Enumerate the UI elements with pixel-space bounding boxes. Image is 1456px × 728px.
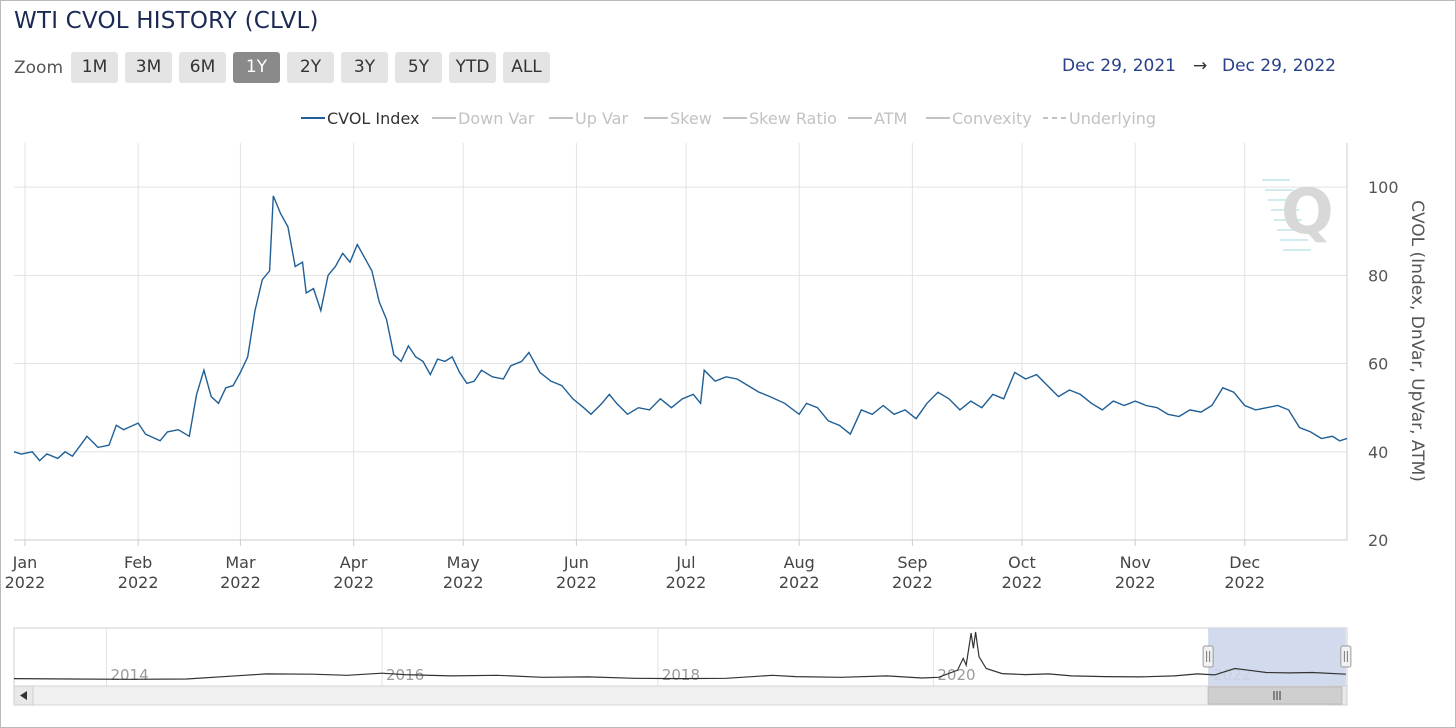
x-tick-month: May	[447, 553, 480, 572]
x-tick-year: 2022	[333, 573, 374, 592]
scrollbar-track	[13, 685, 1348, 706]
x-tick-month: Feb	[124, 553, 152, 572]
x-tick-year: 2022	[1002, 573, 1043, 592]
y-tick-label: 100	[1368, 178, 1399, 197]
legend-item-up-var[interactable]: Up Var	[575, 109, 628, 128]
zoom-button-1y[interactable]: 1Y	[233, 52, 280, 83]
zoom-button-all[interactable]: ALL	[503, 52, 550, 83]
legend-item-skew[interactable]: Skew	[670, 109, 712, 128]
chevron-left-icon	[20, 691, 27, 700]
x-tick-month: Nov	[1120, 553, 1151, 572]
x-tick-month: Sep	[897, 553, 927, 572]
chart-title: WTI CVOL HISTORY (CLVL)	[14, 8, 319, 34]
x-tick-year: 2022	[5, 573, 46, 592]
y-tick-label: 40	[1368, 443, 1388, 462]
x-tick-year: 2022	[443, 573, 484, 592]
x-tick-month: Jul	[675, 553, 695, 572]
zoom-button-ytd[interactable]: YTD	[449, 52, 496, 83]
x-tick-year: 2022	[1224, 573, 1265, 592]
zoom-button-6m[interactable]: 6M	[179, 52, 226, 83]
watermark-logo: Q	[1262, 175, 1334, 251]
x-tick-year: 2022	[666, 573, 707, 592]
x-tick-year: 2022	[892, 573, 933, 592]
zoom-button-2y[interactable]: 2Y	[287, 52, 334, 83]
x-tick-month: Dec	[1229, 553, 1260, 572]
zoom-button-3y[interactable]: 3Y	[341, 52, 388, 83]
navigator-year-label: 2020	[937, 666, 975, 684]
zoom-label: Zoom	[14, 58, 64, 78]
x-tick-month: Mar	[225, 553, 256, 572]
zoom-button-5y[interactable]: 5Y	[395, 52, 442, 83]
x-tick-month: Jun	[563, 553, 589, 572]
navigator-handle-left[interactable]	[1202, 645, 1214, 668]
y-tick-label: 20	[1368, 531, 1388, 550]
x-tick-year: 2022	[1115, 573, 1156, 592]
navigator-handle-right[interactable]	[1340, 645, 1352, 668]
navigator-series-line	[13, 631, 1346, 680]
legend-item-skew-ratio[interactable]: Skew Ratio	[749, 109, 837, 128]
range-arrow: →	[1193, 56, 1208, 76]
x-tick-month: Aug	[784, 553, 815, 572]
series-line-cvol-index	[13, 195, 1348, 462]
legend-item-convexity[interactable]: Convexity	[952, 109, 1032, 128]
legend-item-atm[interactable]: ATM	[874, 109, 907, 128]
x-tick-year: 2022	[220, 573, 261, 592]
legend-item-underlying[interactable]: Underlying	[1069, 109, 1156, 128]
zoom-button-3m[interactable]: 3M	[125, 52, 172, 83]
x-tick-year: 2022	[118, 573, 159, 592]
x-tick-month: Oct	[1008, 553, 1036, 572]
legend-item-down-var[interactable]: Down Var	[458, 109, 535, 128]
y-axis-title: CVOL (Index, DnVar, UpVar, ATM)	[1407, 200, 1427, 482]
scrollbar-thumb[interactable]	[1207, 686, 1343, 705]
x-tick-year: 2022	[556, 573, 597, 592]
x-tick-month: Apr	[340, 553, 368, 572]
range-start-input[interactable]: Dec 29, 2021	[1062, 56, 1177, 76]
y-tick-label: 60	[1368, 355, 1388, 374]
navigator-selection[interactable]	[1208, 628, 1346, 686]
navigator-year-label: 2014	[110, 666, 148, 684]
x-tick-year: 2022	[779, 573, 820, 592]
legend-item-cvol-index[interactable]: CVOL Index	[327, 109, 419, 128]
svg-text:Q: Q	[1281, 175, 1334, 248]
x-tick-month: Jan	[12, 553, 38, 572]
zoom-button-1m[interactable]: 1M	[71, 52, 118, 83]
y-tick-label: 80	[1368, 266, 1388, 285]
navigator-year-label: 2018	[662, 666, 700, 684]
range-end-input[interactable]: Dec 29, 2022	[1222, 56, 1337, 76]
